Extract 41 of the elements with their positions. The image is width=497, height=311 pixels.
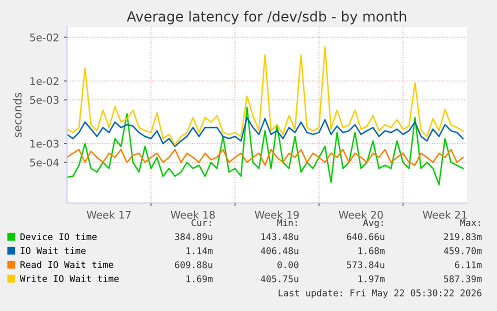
text: 459.70m (444, 247, 482, 254)
text: 573.84u (347, 261, 384, 268)
text: Cur: (192, 219, 211, 226)
y-tick-label: 1e-02 (30, 77, 58, 86)
x-tick-label: Week 20 (338, 210, 383, 219)
text: 384.89u (174, 233, 212, 240)
legend-label: Device IO time (20, 233, 97, 240)
chart-title: Average latency for /dev/sdb - by month (126, 10, 406, 24)
text: 587.39m (444, 275, 482, 282)
x-tick-label: Week 17 (86, 210, 131, 219)
text: 1.14m (186, 247, 213, 254)
text: 6.11m (455, 261, 482, 268)
text: Min: (277, 219, 297, 226)
text: 640.66u (346, 233, 384, 240)
legend-label: IO Wait time (20, 247, 86, 254)
x-tick-label: Week 18 (170, 210, 215, 219)
text: Last update: Fri May 22 05:30:22 2026 (278, 289, 482, 298)
x-tick-label: Week 19 (254, 210, 299, 219)
text: 219.83m (444, 233, 482, 240)
text: 609.88u (174, 261, 212, 268)
text: 1.68m (358, 247, 385, 254)
text: 0.00 (278, 261, 298, 268)
y-tick-label: 5e-03 (30, 96, 59, 104)
text: 143.48u (261, 233, 298, 240)
x-tick-label: Week 21 (422, 210, 467, 219)
line-series (67, 148, 464, 166)
y-tick-label: 5e-02 (30, 34, 58, 42)
text: Max: (460, 219, 480, 226)
text: 1.69m (186, 275, 213, 282)
legend-label: Read IO Wait time (20, 260, 114, 268)
line-series (67, 106, 464, 186)
y-axis-title: seconds (13, 92, 22, 138)
text: Avg: (363, 219, 383, 228)
y-tick-label: 5e-04 (30, 158, 59, 166)
y-tick-label: 1e-03 (30, 140, 59, 148)
text: 406.48u (260, 247, 298, 254)
legend-label: Write IO Wait time (20, 274, 119, 282)
text: 1.97m (358, 275, 385, 282)
text: 405.75u (260, 275, 298, 282)
line-series (67, 46, 464, 146)
line-series (67, 116, 464, 148)
